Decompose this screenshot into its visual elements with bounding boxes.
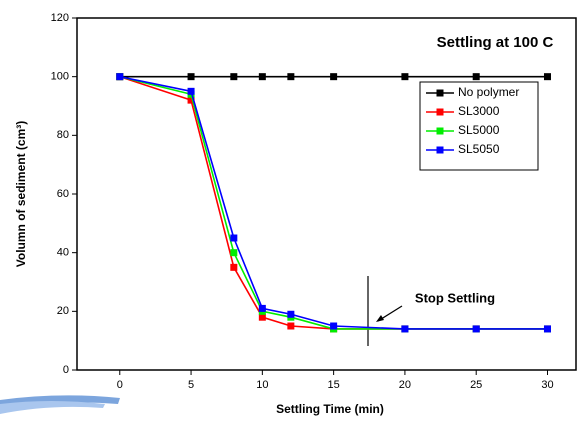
chart-title: Settling at 100 C xyxy=(437,34,554,51)
data-point xyxy=(230,234,238,242)
data-point xyxy=(230,263,238,271)
data-point xyxy=(472,325,480,333)
x-tick-label: 0 xyxy=(117,379,123,391)
y-tick-label: 60 xyxy=(57,188,69,200)
x-tick-label: 5 xyxy=(188,379,194,391)
y-tick-label: 120 xyxy=(51,12,69,24)
data-point xyxy=(330,73,338,81)
legend-marker xyxy=(436,146,444,154)
data-point xyxy=(230,249,238,257)
x-tick-label: 20 xyxy=(399,379,411,391)
y-tick-label: 40 xyxy=(57,247,69,259)
data-point xyxy=(543,73,551,81)
y-tick-label: 0 xyxy=(63,364,69,376)
decoration xyxy=(0,401,105,414)
data-point xyxy=(287,73,295,81)
legend-label: No polymer xyxy=(458,85,519,99)
data-point xyxy=(401,325,409,333)
data-point xyxy=(472,73,480,81)
x-tick-label: 10 xyxy=(256,379,268,391)
x-tick-label: 25 xyxy=(470,379,482,391)
y-tick-label: 20 xyxy=(57,305,69,317)
data-point xyxy=(187,87,195,95)
y-tick-label: 100 xyxy=(51,71,69,83)
legend-marker xyxy=(436,108,444,116)
legend-label: SL3000 xyxy=(458,104,500,118)
data-point xyxy=(287,310,295,318)
data-point xyxy=(230,73,238,81)
data-point xyxy=(258,304,266,312)
data-point xyxy=(116,73,124,81)
data-point xyxy=(187,73,195,81)
legend-marker xyxy=(436,89,444,97)
y-axis-label: Volumn of sediment (cm³) xyxy=(14,121,28,267)
data-point xyxy=(543,325,551,333)
x-axis-label: Settling Time (min) xyxy=(276,402,384,416)
arrow-head xyxy=(376,315,384,322)
data-point xyxy=(258,313,266,321)
legend-marker xyxy=(436,127,444,135)
annotation: Stop Settling xyxy=(415,290,495,305)
x-tick-label: 30 xyxy=(541,379,553,391)
x-tick-label: 15 xyxy=(328,379,340,391)
data-point xyxy=(401,73,409,81)
plot-frame xyxy=(76,17,577,371)
y-tick-label: 80 xyxy=(57,129,69,141)
legend-label: SL5000 xyxy=(458,123,500,137)
data-point xyxy=(330,322,338,330)
data-point xyxy=(187,96,195,104)
data-point xyxy=(258,73,266,81)
data-point xyxy=(287,322,295,330)
legend-label: SL5050 xyxy=(458,142,500,156)
legend-box xyxy=(419,81,539,171)
